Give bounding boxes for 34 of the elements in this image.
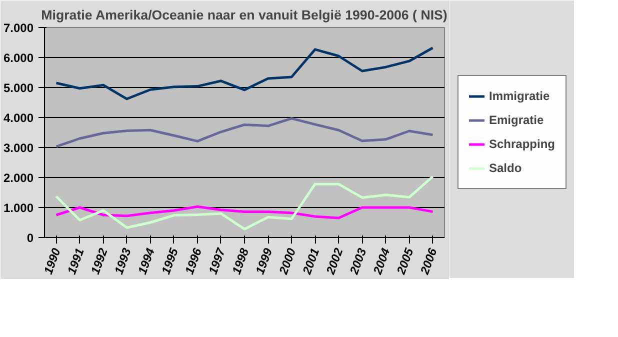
- x-tick-label: 1997: [206, 245, 228, 276]
- y-tick-label: 7.000: [3, 21, 34, 35]
- y-tick-label: 4.000: [3, 111, 34, 125]
- line-series: [55, 175, 434, 230]
- x-tick-label: 1990: [41, 246, 64, 276]
- line-series: [55, 117, 434, 148]
- line-series: [55, 205, 434, 220]
- y-tick-label: 6.000: [3, 51, 34, 65]
- chart-title: Migratie Amerika/Oceanie naar en vanuit België 1990-2006 ( NIS): [41, 8, 448, 22]
- x-tick-label: 1996: [182, 246, 205, 276]
- x-tick-label: 2002: [323, 246, 346, 278]
- line-series: [55, 46, 434, 100]
- x-tick-label: 1991: [64, 246, 87, 276]
- legend-label: Immigratie: [488, 88, 550, 102]
- y-tick-label: 2.000: [3, 171, 34, 185]
- x-tick-label: 2000: [276, 246, 299, 278]
- x-tick-label: 2004: [370, 246, 393, 278]
- x-tick-label: 1992: [88, 246, 110, 276]
- x-tick-label: 1993: [112, 246, 134, 276]
- x-tick-label: 2001: [300, 246, 322, 278]
- x-tick-label: 2003: [346, 246, 370, 278]
- x-tick-label: 2006: [417, 246, 440, 278]
- x-tick-label: 1994: [135, 246, 158, 276]
- x-tick-label: 1995: [158, 246, 182, 276]
- legend-label: Emigratie: [488, 112, 544, 126]
- x-tick-label: 1999: [252, 246, 276, 276]
- y-tick-label: 0: [26, 231, 34, 245]
- x-tick-label: 1998: [229, 246, 252, 276]
- y-tick-label: 3.000: [3, 141, 34, 155]
- x-tick-label: 2005: [394, 246, 416, 278]
- legend-label: Schrapping: [488, 136, 556, 150]
- y-tick-label: 1.000: [3, 201, 34, 215]
- legend-label: Saldo: [488, 160, 522, 174]
- y-tick-label: 5.000: [3, 81, 34, 95]
